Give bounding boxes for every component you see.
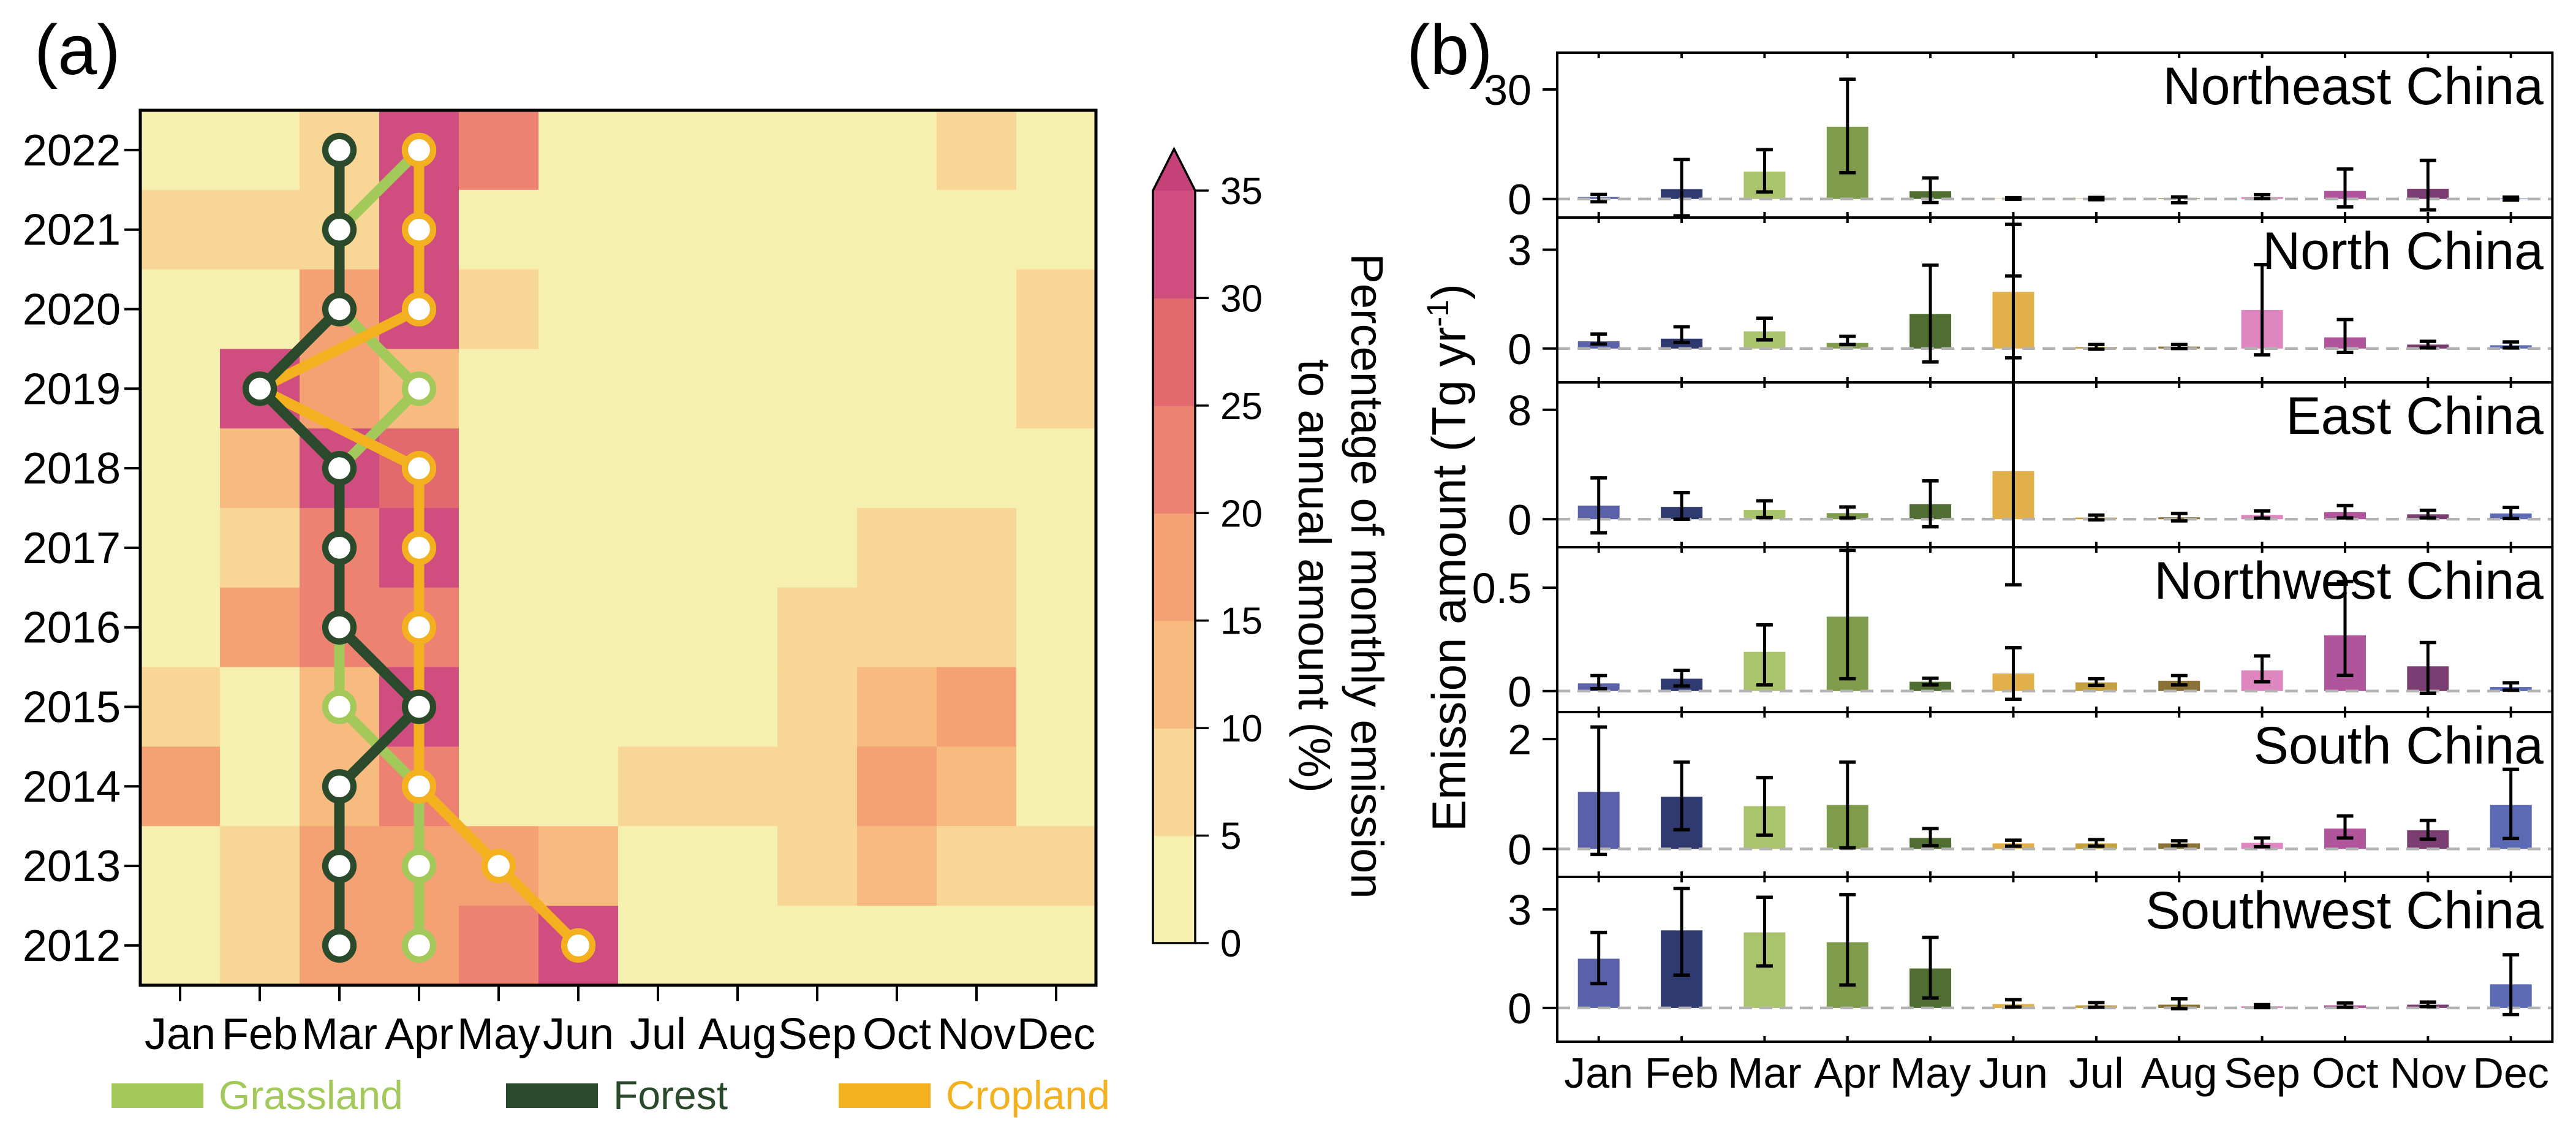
- svg-text:Northwest China: Northwest China: [2154, 552, 2544, 610]
- svg-text:10: 10: [1220, 708, 1263, 750]
- svg-text:Oct: Oct: [863, 1010, 931, 1059]
- svg-text:0: 0: [1508, 496, 1532, 544]
- svg-text:0: 0: [1508, 668, 1532, 716]
- svg-text:South China: South China: [2254, 716, 2544, 775]
- svg-text:Jan: Jan: [145, 1010, 216, 1059]
- svg-text:May: May: [1890, 1049, 1971, 1097]
- svg-text:2020: 2020: [23, 286, 121, 335]
- svg-text:2018: 2018: [23, 444, 121, 493]
- svg-text:2015: 2015: [23, 683, 121, 732]
- svg-text:2012: 2012: [23, 922, 121, 971]
- svg-text:8: 8: [1508, 387, 1532, 434]
- svg-text:3: 3: [1508, 227, 1532, 275]
- svg-text:May: May: [457, 1010, 540, 1059]
- svg-text:Jun: Jun: [543, 1010, 614, 1059]
- svg-text:15: 15: [1220, 601, 1263, 643]
- svg-text:2019: 2019: [23, 365, 121, 414]
- svg-text:2014: 2014: [23, 762, 121, 811]
- svg-text:Mar: Mar: [301, 1010, 377, 1059]
- svg-text:2013: 2013: [23, 842, 121, 891]
- svg-text:2021: 2021: [23, 206, 121, 255]
- svg-text:Jan: Jan: [1564, 1049, 1633, 1097]
- svg-text:35: 35: [1220, 170, 1263, 213]
- svg-text:to annual amount (%): to annual amount (%): [1289, 359, 1340, 793]
- svg-text:Northeast China: Northeast China: [2163, 57, 2544, 116]
- svg-text:Grassland: Grassland: [219, 1072, 403, 1118]
- svg-text:0: 0: [1508, 985, 1532, 1033]
- svg-text:Forest: Forest: [613, 1072, 728, 1118]
- svg-text:Oct: Oct: [2312, 1049, 2379, 1097]
- svg-text:0: 0: [1508, 825, 1532, 873]
- svg-text:(a): (a): [34, 11, 121, 89]
- svg-text:Cropland: Cropland: [946, 1072, 1110, 1118]
- svg-text:Apr: Apr: [1814, 1049, 1881, 1097]
- svg-text:East China: East China: [2286, 387, 2544, 445]
- svg-text:Sep: Sep: [778, 1010, 856, 1059]
- svg-text:Southwest China: Southwest China: [2145, 881, 2544, 940]
- svg-text:Dec: Dec: [2472, 1049, 2548, 1097]
- svg-text:2022: 2022: [23, 126, 121, 175]
- svg-text:0: 0: [1508, 176, 1532, 224]
- svg-text:Percentage of monthly emission: Percentage of monthly emission: [1342, 254, 1392, 899]
- svg-text:Feb: Feb: [222, 1010, 298, 1059]
- svg-text:Jun: Jun: [1979, 1049, 2048, 1097]
- svg-text:0.5: 0.5: [1472, 564, 1532, 612]
- svg-text:3: 3: [1508, 886, 1532, 934]
- svg-text:Aug: Aug: [698, 1010, 777, 1059]
- svg-text:Jul: Jul: [2069, 1049, 2123, 1097]
- svg-text:Sep: Sep: [2224, 1049, 2300, 1097]
- svg-text:0: 0: [1508, 325, 1532, 373]
- svg-text:Nov: Nov: [937, 1010, 1016, 1059]
- svg-text:25: 25: [1220, 385, 1263, 428]
- svg-text:30: 30: [1220, 278, 1263, 320]
- svg-text:5: 5: [1220, 816, 1241, 858]
- svg-text:Emission amount (Tg yr-1): Emission amount (Tg yr-1): [1421, 284, 1476, 832]
- svg-text:2016: 2016: [23, 604, 121, 653]
- svg-text:North China: North China: [2262, 222, 2544, 281]
- svg-text:(b): (b): [1407, 11, 1493, 89]
- svg-text:Apr: Apr: [385, 1010, 453, 1059]
- svg-text:30: 30: [1484, 66, 1532, 114]
- svg-text:Aug: Aug: [2141, 1049, 2218, 1097]
- svg-text:Nov: Nov: [2390, 1049, 2466, 1097]
- svg-text:2: 2: [1508, 716, 1532, 764]
- svg-text:Dec: Dec: [1017, 1010, 1095, 1059]
- svg-text:0: 0: [1220, 923, 1241, 965]
- svg-text:Mar: Mar: [1728, 1049, 1802, 1097]
- svg-text:20: 20: [1220, 493, 1263, 535]
- svg-text:2017: 2017: [23, 524, 121, 573]
- svg-text:Jul: Jul: [630, 1010, 686, 1059]
- svg-text:Feb: Feb: [1645, 1049, 1719, 1097]
